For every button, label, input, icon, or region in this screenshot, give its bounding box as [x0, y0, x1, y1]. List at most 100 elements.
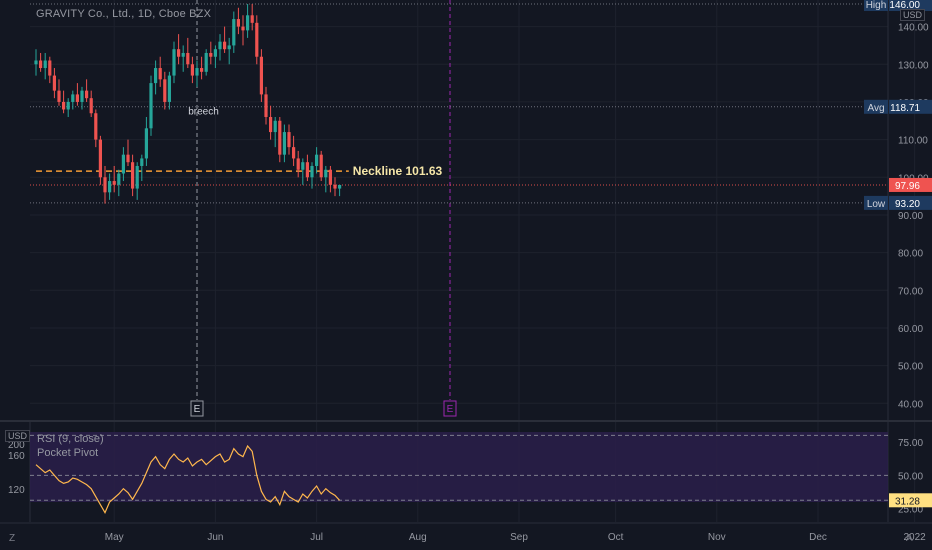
- candle-body-60: [310, 165, 314, 178]
- candle-body-15: [103, 177, 107, 193]
- candle-body-22: [135, 165, 139, 189]
- candle-body-58: [301, 162, 305, 170]
- price-tick-10: 140.00: [898, 23, 929, 34]
- candle-body-40: [218, 41, 222, 50]
- rsi-right-tick-0: 75.00: [898, 438, 923, 449]
- price-tag-value-high: 146.00: [889, 0, 920, 11]
- time-tick-1: Jun: [207, 532, 223, 543]
- rsi-left-tick-2: 120: [8, 485, 25, 496]
- candle-body-45: [241, 26, 245, 31]
- price-tick-9: 130.00: [898, 60, 929, 71]
- candle-body-23: [140, 158, 144, 166]
- candle-body-57: [296, 158, 300, 170]
- timezone-button[interactable]: Z: [9, 533, 16, 544]
- price-tag-name-bg-avg: [864, 99, 888, 114]
- marker-box-earnings-future: [443, 400, 457, 417]
- candle-body-5: [57, 90, 61, 102]
- candle-body-10: [80, 90, 84, 102]
- price-tag-name-high: High: [866, 0, 887, 11]
- candle-body-36: [200, 68, 204, 72]
- price-tick-1: 50.00: [898, 362, 923, 373]
- annotation-breech: breech: [188, 106, 219, 117]
- candle-body-21: [131, 162, 135, 189]
- rsi-series-line: [35, 444, 341, 515]
- time-tick-0: May: [105, 532, 124, 543]
- price-tag-bg-high: [889, 0, 932, 11]
- candle-body-4: [52, 75, 56, 91]
- candle-body-30: [172, 49, 176, 76]
- price-tick-5: 90.00: [898, 211, 923, 222]
- candle-body-66: [338, 184, 342, 189]
- candle-body-49: [259, 56, 263, 95]
- candle-body-16: [108, 181, 112, 193]
- time-tick-4: Sep: [510, 532, 528, 543]
- candle-body-13: [94, 113, 98, 140]
- candle-body-56: [292, 147, 296, 159]
- candle-body-64: [328, 169, 332, 185]
- candle-body-3: [48, 60, 52, 76]
- price-tag-name-avg: Avg: [867, 103, 884, 114]
- pocket-pivot-legend-label: Pocket Pivot: [37, 447, 99, 459]
- time-tick-6: Nov: [708, 532, 726, 543]
- price-tag-value-avg: 118.71: [890, 103, 920, 114]
- candle-body-35: [195, 68, 199, 76]
- candle-body-55: [287, 132, 291, 148]
- time-tick-8: 2022: [903, 532, 926, 543]
- candle-body-12: [89, 98, 93, 114]
- time-tick-5: Oct: [608, 532, 624, 543]
- price-tag-bg-low: [889, 195, 932, 210]
- candle-body-0: [34, 60, 38, 65]
- time-tick-7: Dec: [809, 532, 827, 543]
- candle-body-20: [126, 154, 130, 163]
- candle-body-53: [278, 120, 282, 155]
- candle-body-51: [269, 117, 273, 133]
- rsi-left-tick-1: 160: [8, 451, 25, 462]
- chart-title: GRAVITY Co., Ltd., 1D, Cboe BZX: [36, 8, 212, 20]
- candle-body-9: [75, 94, 79, 102]
- candle-body-2: [43, 60, 47, 69]
- candle-body-47: [250, 15, 254, 23]
- candle-body-24: [144, 128, 148, 159]
- candle-body-17: [112, 181, 116, 185]
- time-tick-2: Jul: [310, 532, 323, 543]
- candle-body-52: [273, 120, 277, 133]
- price-tick-3: 70.00: [898, 286, 923, 297]
- candle-body-44: [236, 19, 240, 27]
- candle-body-59: [305, 162, 309, 178]
- candle-body-28: [163, 79, 167, 102]
- price-tick-0: 40.00: [898, 399, 923, 410]
- price-currency-label: USD: [900, 9, 926, 21]
- price-tick-7: 110.00: [898, 136, 928, 147]
- price-tick-2: 60.00: [898, 324, 923, 335]
- candle-body-43: [232, 19, 236, 46]
- rsi-right-tick-2: 25.00: [898, 505, 923, 516]
- candle-body-34: [190, 64, 194, 76]
- rsi-right-tick-1: 50.00: [898, 471, 923, 482]
- candle-body-7: [66, 101, 70, 110]
- candle-body-37: [204, 52, 208, 72]
- candle-body-38: [209, 52, 213, 57]
- candle-body-14: [98, 139, 102, 178]
- candle-body-1: [39, 60, 43, 69]
- price-tag-value-last: 97.96: [895, 181, 920, 192]
- candle-body-25: [149, 83, 153, 129]
- candle-body-6: [62, 101, 66, 110]
- candle-body-62: [319, 154, 323, 178]
- neckline-label: Neckline 101.63: [353, 164, 443, 178]
- candle-body-46: [246, 15, 250, 31]
- auto-scale-button[interactable]: A: [906, 533, 913, 544]
- rsi-left-tick-0: 200: [8, 440, 25, 451]
- candle-body-32: [181, 52, 185, 57]
- candle-body-48: [255, 22, 259, 57]
- marker-box-earnings-past: [190, 400, 204, 417]
- candle-body-54: [282, 132, 286, 155]
- price-tag-bg-avg: [889, 99, 932, 114]
- candle-body-29: [167, 75, 171, 102]
- candle-body-8: [71, 94, 75, 102]
- rsi-band: [30, 432, 888, 502]
- candle-body-33: [186, 52, 190, 65]
- price-tag-name-bg-high: [864, 0, 888, 11]
- candle-body-19: [121, 154, 125, 174]
- candle-body-41: [223, 41, 227, 50]
